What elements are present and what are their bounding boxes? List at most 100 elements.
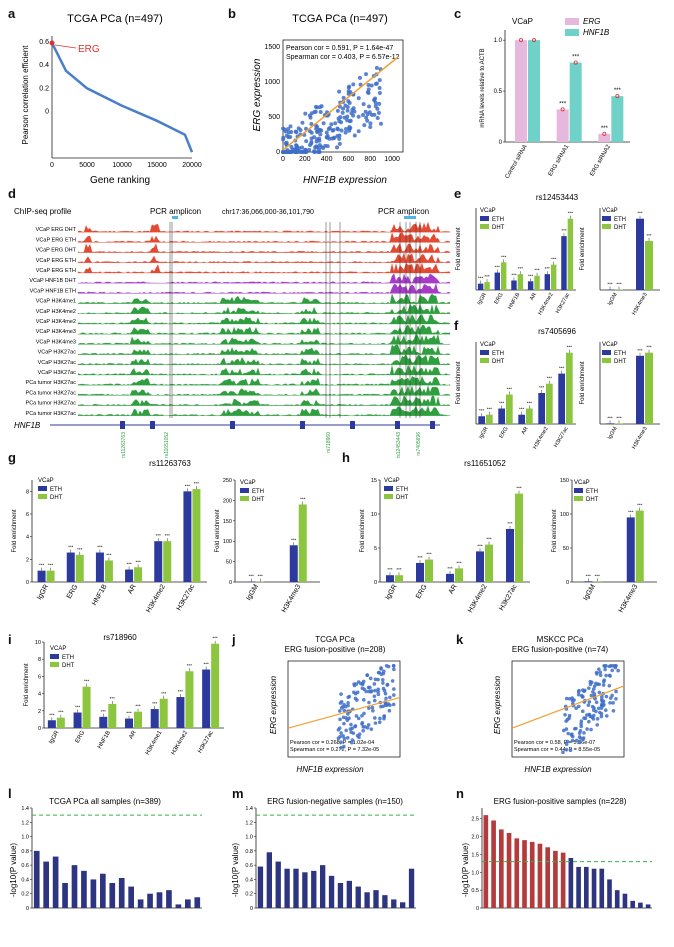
- i-sig: ***: [204, 662, 210, 667]
- j-point: [348, 727, 353, 731]
- h2-sig: ***: [637, 503, 643, 508]
- b-point: [304, 139, 309, 144]
- n-ytick-label: 2.0: [471, 835, 479, 841]
- g-sig: ***: [106, 552, 112, 557]
- k-point: [591, 687, 596, 691]
- b-xtick-label: 0: [281, 156, 285, 163]
- chart-b-ylabel: ERG expression: [252, 58, 263, 131]
- b-point: [337, 104, 342, 109]
- m-bar: [257, 866, 264, 908]
- j-point: [372, 682, 377, 686]
- d-snp-label: rs12453443: [396, 432, 402, 459]
- e2-sig: ***: [616, 282, 622, 287]
- h2-legend-label: ETH: [586, 489, 598, 495]
- b-point: [323, 143, 328, 148]
- b-point: [351, 106, 356, 111]
- c-point: [519, 38, 524, 43]
- d-track-signal: [77, 303, 451, 314]
- l-bar: [118, 878, 125, 908]
- d-pcr-amplicon: [404, 216, 416, 219]
- b-point: [327, 125, 332, 130]
- k-point: [598, 670, 603, 674]
- b-point: [319, 128, 324, 133]
- h-bar: [416, 562, 424, 582]
- e2-ylabel: Fold enrichment: [580, 227, 586, 270]
- b-point: [372, 98, 377, 103]
- k-point: [595, 717, 600, 721]
- f-bar: [486, 414, 493, 424]
- d-track-signal: [77, 324, 451, 335]
- j-point: [342, 721, 346, 726]
- b-point: [327, 136, 332, 141]
- j-point: [373, 716, 377, 720]
- c-bar: [556, 109, 569, 142]
- chart-j-stat2: Spearman cor = 0.272, P = 7.32e-05: [290, 747, 379, 753]
- j-point: [349, 740, 354, 745]
- b-ytick-label: 1000: [264, 79, 280, 86]
- j-point: [386, 702, 391, 706]
- i-bar: [108, 703, 117, 728]
- g-xtick-label: IgGR: [36, 584, 50, 602]
- k-point: [598, 673, 603, 678]
- b-point: [356, 129, 361, 134]
- j-point: [352, 690, 356, 695]
- b-point: [300, 120, 305, 125]
- j-point: [379, 704, 383, 709]
- l-bar: [81, 870, 87, 908]
- j-point: [336, 736, 341, 741]
- e-sig: ***: [478, 276, 484, 281]
- d-track-signal: [77, 282, 451, 294]
- b-point: [289, 150, 294, 154]
- i-cell-label: VCAP: [50, 646, 66, 652]
- j-point: [379, 672, 384, 677]
- d-track-signal: [77, 221, 451, 233]
- j-point: [373, 677, 378, 682]
- i-sig: ***: [110, 696, 116, 701]
- f-bar: [478, 416, 485, 424]
- j-point: [356, 680, 361, 684]
- d-track-label: VCaP H3K4me2: [36, 319, 76, 325]
- k-point: [610, 668, 614, 673]
- b-point: [294, 143, 299, 148]
- j-point: [382, 714, 386, 719]
- g-sig: ***: [156, 533, 162, 538]
- b-point: [284, 140, 289, 145]
- k-point: [607, 683, 612, 688]
- j-point: [346, 712, 350, 716]
- k-point: [599, 697, 604, 702]
- b-xtick-label: 1000: [384, 156, 400, 163]
- e-bar: [517, 274, 524, 290]
- f2-sig: ***: [616, 415, 622, 420]
- g-ytick-label: 4: [26, 535, 29, 541]
- b-point: [286, 149, 291, 154]
- l-ytick-label: 0.6: [21, 863, 29, 869]
- b-point: [303, 111, 308, 116]
- d-track-signal: [77, 394, 451, 406]
- b-point: [325, 110, 330, 115]
- k-point: [616, 668, 620, 673]
- b-point: [282, 127, 287, 132]
- panel-label-e: e: [454, 186, 462, 201]
- b-point: [317, 136, 322, 141]
- a-erg-pointer: [54, 44, 77, 49]
- b-point: [289, 144, 294, 149]
- g-sig: ***: [48, 563, 54, 568]
- i-sig: ***: [161, 691, 167, 696]
- e-xtick-label: AR: [529, 292, 538, 302]
- h-legend-label: ETH: [396, 487, 408, 493]
- panel-label-a: a: [8, 6, 16, 21]
- h-xtick-label: H3K4me2: [467, 583, 489, 614]
- d-track-signal: [77, 344, 451, 355]
- k-point: [574, 738, 579, 743]
- j-point: [383, 691, 388, 696]
- l-bar: [137, 899, 144, 908]
- a-xtick-label: 15000: [147, 162, 167, 169]
- b-point: [373, 82, 378, 87]
- i-bar: [125, 718, 133, 728]
- a-ytick-label: 0.2: [39, 85, 49, 92]
- f2-sig: ***: [637, 348, 643, 353]
- b-point: [337, 119, 342, 124]
- l-bar: [62, 883, 68, 908]
- b-point: [345, 108, 350, 113]
- f-sig: ***: [567, 345, 573, 350]
